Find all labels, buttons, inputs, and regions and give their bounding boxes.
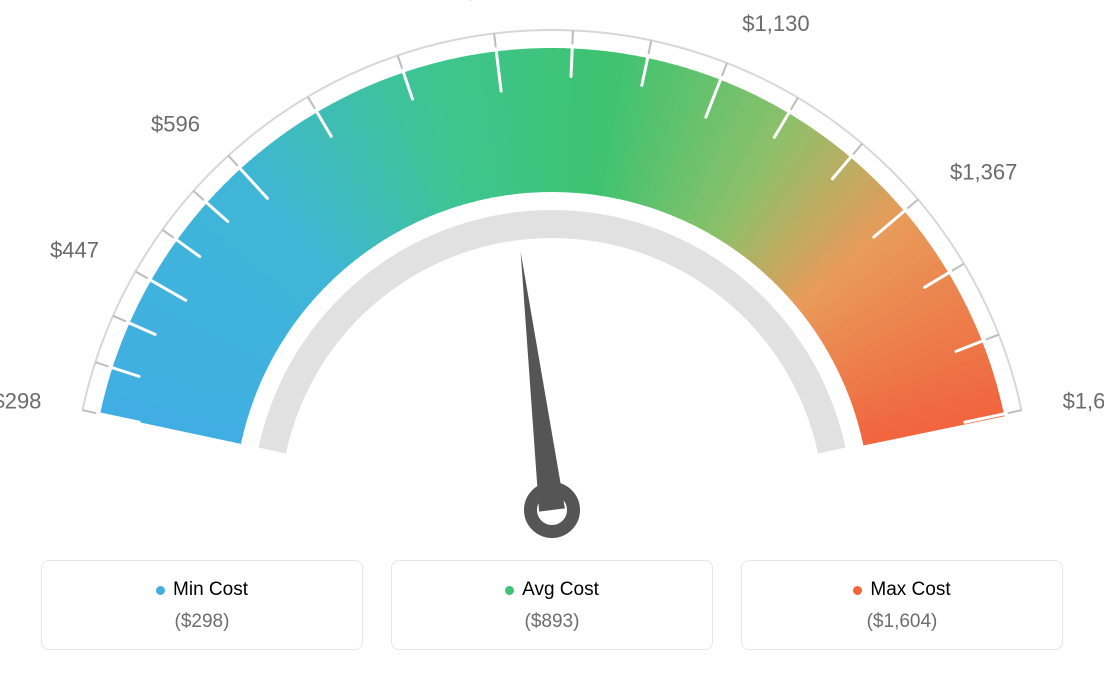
gauge-tick-label: $1,367 [950,159,1017,184]
legend-title-avg: Avg Cost [505,579,599,601]
gauge-band [100,48,1004,446]
legend-card-min: Min Cost ($298) [41,560,363,650]
legend-value-min: ($298) [52,611,352,633]
dot-avg [505,586,514,595]
legend-title-min: Min Cost [156,579,248,601]
gauge-tick-label: $1,130 [742,11,809,36]
gauge-tick-label: $893 [465,0,514,4]
legend-title-avg-text: Avg Cost [522,579,599,601]
gauge-tick-label: $298 [0,388,41,413]
legend-title-min-text: Min Cost [173,579,248,601]
dot-max [853,586,862,595]
legend-row: Min Cost ($298) Avg Cost ($893) Max Cost… [0,560,1104,670]
dot-min [156,586,165,595]
legend-title-max-text: Max Cost [870,579,950,601]
gauge-tick-label: $447 [50,238,99,263]
legend-card-avg: Avg Cost ($893) [391,560,713,650]
gauge-chart: $298 $447 $596 $893 $1,130 $1,367 $1,604 [0,0,1104,560]
gauge-svg: $298 $447 $596 $893 $1,130 $1,367 $1,604 [0,0,1104,560]
legend-card-max: Max Cost ($1,604) [741,560,1063,650]
gauge-tick-label: $596 [151,112,200,137]
legend-title-max: Max Cost [853,579,950,601]
legend-value-max: ($1,604) [752,611,1052,633]
gauge-needle [521,252,565,512]
gauge-tick-label: $1,604 [1063,388,1104,413]
legend-value-avg: ($893) [402,611,702,633]
